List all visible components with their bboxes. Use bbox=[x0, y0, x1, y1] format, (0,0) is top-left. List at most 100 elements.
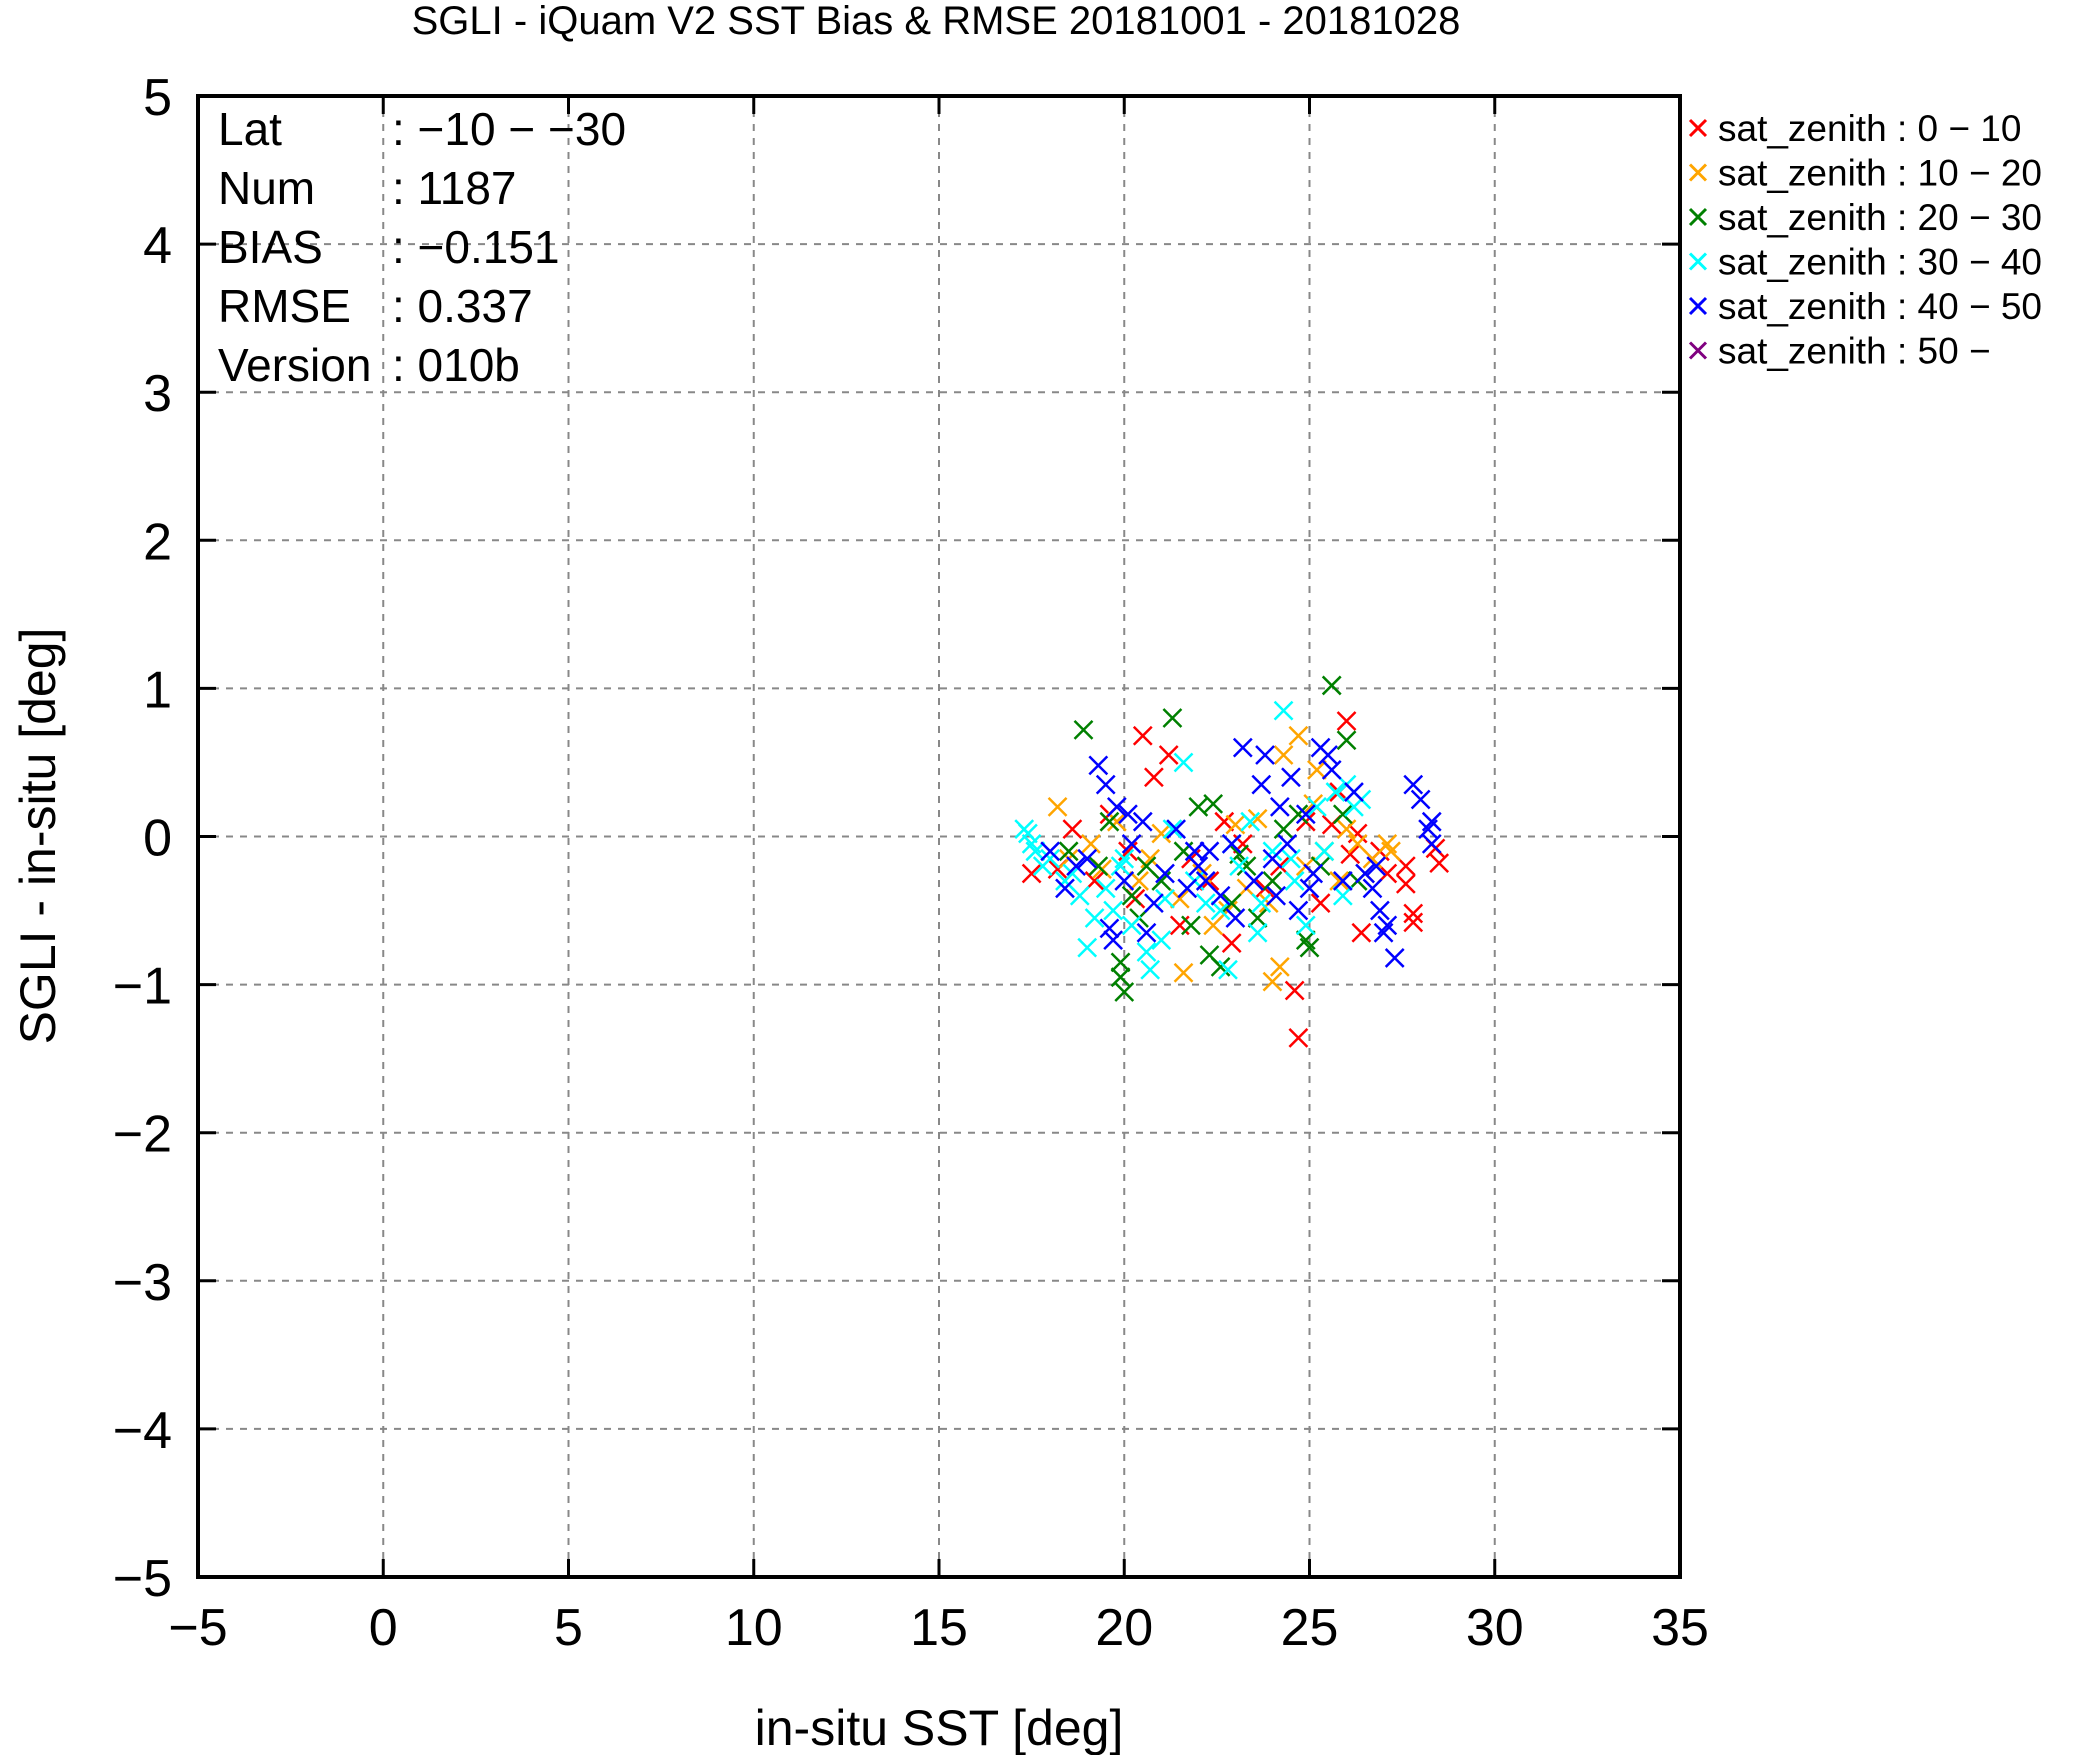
data-point bbox=[1336, 819, 1357, 839]
data-point bbox=[1177, 878, 1198, 899]
data-point bbox=[1136, 942, 1157, 962]
legend-label: sat_zenith : 20 − 30 bbox=[1718, 197, 2042, 238]
data-point bbox=[1181, 915, 1201, 936]
data-point bbox=[1403, 912, 1424, 933]
data-points bbox=[1014, 675, 1450, 1048]
data-point bbox=[1247, 908, 1268, 928]
data-point bbox=[1132, 725, 1153, 746]
data-point bbox=[1103, 900, 1124, 921]
data-point bbox=[1073, 719, 1094, 740]
data-point bbox=[1281, 848, 1301, 869]
data-point bbox=[1310, 893, 1331, 914]
data-point bbox=[1081, 834, 1101, 854]
x-tick-label: 5 bbox=[554, 1599, 583, 1657]
data-point bbox=[1295, 804, 1316, 825]
data-point bbox=[1155, 888, 1175, 909]
legend-marker bbox=[1688, 207, 1708, 227]
data-point bbox=[1062, 819, 1083, 839]
data-point bbox=[1162, 708, 1183, 728]
stats-label: RMSE bbox=[218, 280, 351, 332]
data-point bbox=[1421, 811, 1442, 832]
data-point bbox=[1403, 903, 1424, 924]
data-point bbox=[1021, 863, 1042, 884]
data-point bbox=[1095, 774, 1116, 795]
data-point bbox=[1429, 853, 1450, 874]
data-point bbox=[1329, 871, 1350, 891]
data-point bbox=[1221, 834, 1242, 854]
stats-label: BIAS bbox=[218, 221, 323, 273]
stats-label: Num bbox=[218, 162, 315, 214]
x-tick-label: 15 bbox=[910, 1599, 968, 1657]
y-tick-label: −5 bbox=[113, 1550, 172, 1608]
data-point bbox=[1055, 878, 1075, 899]
data-point bbox=[1210, 956, 1231, 977]
data-point bbox=[1136, 922, 1157, 943]
data-point bbox=[1158, 745, 1179, 765]
data-point bbox=[1221, 933, 1242, 954]
data-point bbox=[1288, 725, 1309, 746]
data-point bbox=[1273, 700, 1294, 721]
data-point bbox=[1336, 711, 1357, 731]
data-point bbox=[1247, 922, 1268, 943]
legend-label: sat_zenith : 0 − 10 bbox=[1718, 108, 2021, 149]
y-tick-label: −1 bbox=[113, 958, 172, 1016]
x-tick-label: 30 bbox=[1466, 1599, 1524, 1657]
data-point bbox=[1277, 834, 1298, 854]
data-point bbox=[1173, 752, 1194, 773]
data-point bbox=[1384, 948, 1405, 968]
y-tick-label: 3 bbox=[143, 365, 172, 423]
data-point bbox=[1288, 900, 1309, 921]
data-point bbox=[1040, 841, 1061, 862]
data-point bbox=[1106, 811, 1127, 832]
data-point bbox=[1262, 971, 1283, 992]
data-point bbox=[1199, 841, 1220, 862]
data-point bbox=[1114, 848, 1135, 869]
data-point bbox=[1121, 885, 1142, 906]
x-tick-label: 20 bbox=[1095, 1599, 1153, 1657]
chart-title: SGLI - iQuam V2 SST Bias & RMSE 20181001… bbox=[412, 0, 1461, 43]
legend-label: sat_zenith : 40 − 50 bbox=[1718, 286, 2042, 327]
data-point bbox=[1166, 819, 1187, 839]
data-point bbox=[1121, 834, 1142, 854]
data-point bbox=[1403, 774, 1424, 795]
data-point bbox=[1169, 888, 1190, 909]
data-point bbox=[1129, 871, 1149, 891]
legend-marker bbox=[1688, 163, 1708, 182]
data-point bbox=[1069, 885, 1090, 906]
data-point bbox=[1332, 871, 1353, 891]
data-point bbox=[1262, 871, 1283, 891]
data-point bbox=[1318, 745, 1338, 765]
data-point bbox=[1110, 967, 1131, 988]
stats-label: Version bbox=[218, 339, 371, 391]
data-point bbox=[1047, 796, 1068, 817]
data-point bbox=[1221, 893, 1242, 914]
data-point bbox=[1210, 900, 1231, 921]
data-point bbox=[1162, 819, 1183, 839]
data-point bbox=[1288, 804, 1309, 825]
y-tick-label: 2 bbox=[143, 513, 172, 571]
data-point bbox=[1362, 878, 1383, 899]
data-point bbox=[1307, 759, 1327, 780]
data-point bbox=[1103, 930, 1124, 951]
data-point bbox=[1240, 811, 1261, 832]
data-point bbox=[1281, 767, 1301, 788]
data-point bbox=[1151, 930, 1172, 951]
data-point bbox=[1288, 1028, 1309, 1048]
data-point bbox=[1225, 908, 1246, 928]
data-point bbox=[1355, 863, 1375, 884]
data-point bbox=[1095, 878, 1116, 899]
legend-marker bbox=[1688, 341, 1708, 360]
data-point bbox=[1251, 893, 1272, 914]
data-point bbox=[1325, 782, 1346, 802]
data-point bbox=[1366, 856, 1387, 877]
data-point bbox=[1077, 848, 1098, 869]
data-point bbox=[1332, 804, 1353, 825]
data-point bbox=[1118, 804, 1138, 825]
data-point bbox=[1244, 871, 1264, 891]
x-tick-label: 0 bbox=[369, 1599, 398, 1657]
data-point bbox=[1262, 841, 1283, 862]
data-point bbox=[1121, 915, 1142, 936]
data-point bbox=[1032, 856, 1053, 877]
x-tick-label: 10 bbox=[725, 1599, 783, 1657]
y-tick-label: 5 bbox=[143, 69, 172, 127]
